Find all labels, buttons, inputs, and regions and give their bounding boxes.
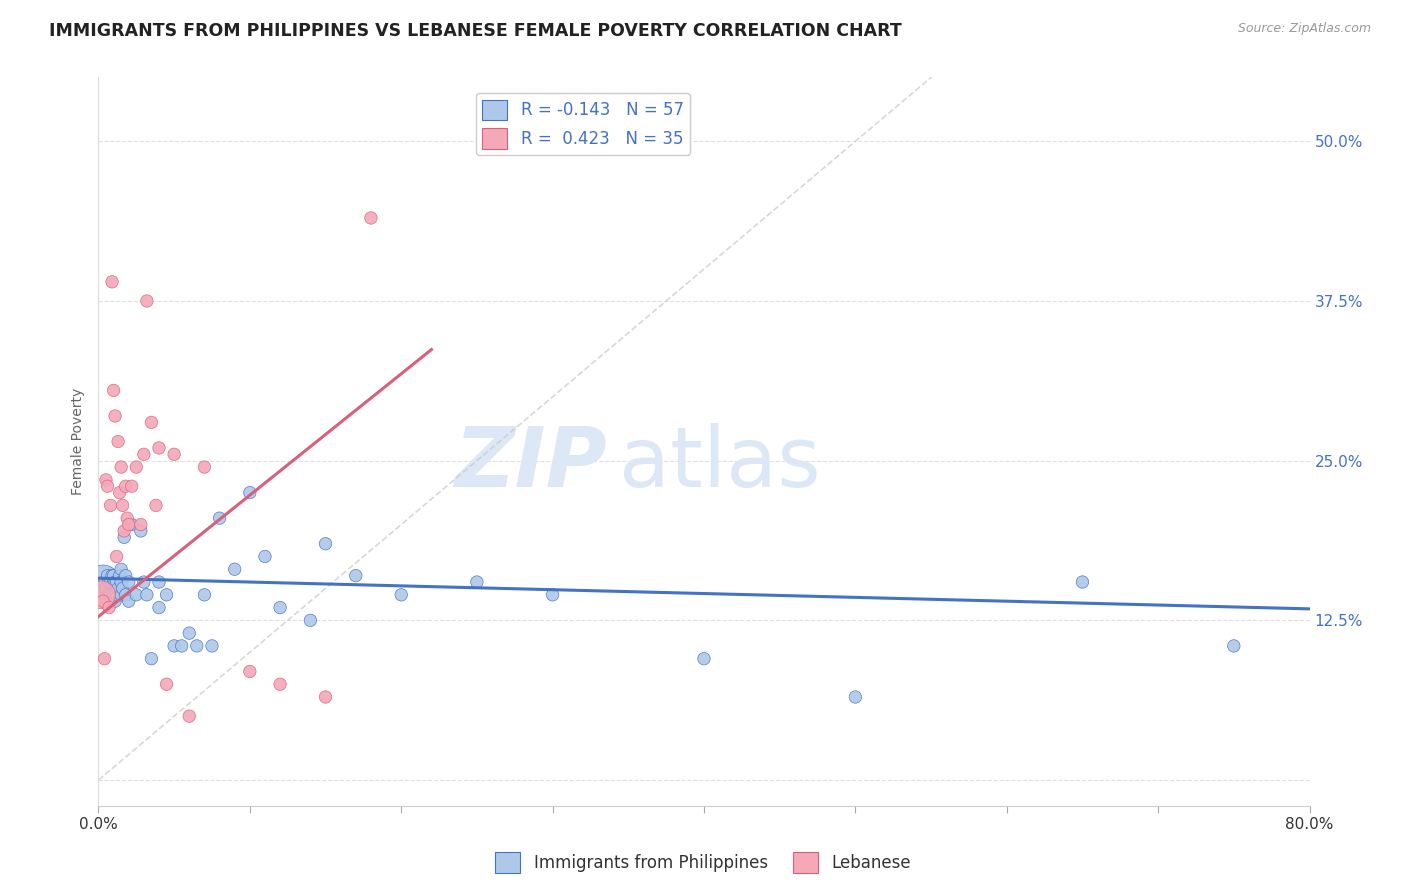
- Point: [299, 613, 322, 627]
- Point: [118, 575, 141, 590]
- Point: [163, 639, 186, 653]
- Point: [100, 588, 122, 602]
- Point: [93, 575, 115, 590]
- Point: [132, 575, 155, 590]
- Point: [110, 460, 132, 475]
- Point: [103, 575, 125, 590]
- Point: [125, 588, 148, 602]
- Point: [315, 690, 337, 704]
- Point: [201, 639, 224, 653]
- Point: [465, 575, 488, 590]
- Point: [135, 588, 157, 602]
- Point: [179, 709, 201, 723]
- Point: [118, 594, 141, 608]
- Point: [114, 568, 136, 582]
- Point: [125, 460, 148, 475]
- Point: [148, 600, 170, 615]
- Point: [132, 447, 155, 461]
- Point: [148, 575, 170, 590]
- Y-axis label: Female Poverty: Female Poverty: [72, 388, 86, 495]
- Point: [103, 384, 125, 398]
- Point: [105, 588, 128, 602]
- Point: [1223, 639, 1246, 653]
- Point: [112, 524, 135, 538]
- Point: [98, 600, 121, 615]
- Point: [104, 594, 127, 608]
- Text: atlas: atlas: [619, 423, 821, 504]
- Point: [111, 499, 134, 513]
- Point: [148, 441, 170, 455]
- Point: [107, 434, 129, 449]
- Point: [269, 600, 291, 615]
- Point: [145, 499, 167, 513]
- Point: [115, 511, 138, 525]
- Point: [239, 485, 262, 500]
- Point: [96, 568, 118, 582]
- Point: [239, 665, 262, 679]
- Point: [90, 588, 112, 602]
- Point: [129, 524, 152, 538]
- Point: [110, 588, 132, 602]
- Point: [269, 677, 291, 691]
- Point: [129, 517, 152, 532]
- Point: [94, 473, 117, 487]
- Point: [108, 568, 131, 582]
- Point: [114, 479, 136, 493]
- Point: [315, 537, 337, 551]
- Point: [107, 582, 129, 596]
- Point: [155, 588, 177, 602]
- Point: [389, 588, 412, 602]
- Legend: Immigrants from Philippines, Lebanese: Immigrants from Philippines, Lebanese: [489, 846, 917, 880]
- Point: [104, 409, 127, 423]
- Point: [179, 626, 201, 640]
- Point: [100, 575, 122, 590]
- Point: [98, 575, 121, 590]
- Point: [253, 549, 276, 564]
- Text: IMMIGRANTS FROM PHILIPPINES VS LEBANESE FEMALE POVERTY CORRELATION CHART: IMMIGRANTS FROM PHILIPPINES VS LEBANESE …: [49, 22, 903, 40]
- Legend: R = -0.143   N = 57, R =  0.423   N = 35: R = -0.143 N = 57, R = 0.423 N = 35: [475, 93, 690, 155]
- Point: [104, 575, 127, 590]
- Point: [118, 517, 141, 532]
- Point: [141, 415, 163, 429]
- Point: [112, 530, 135, 544]
- Point: [100, 499, 122, 513]
- Point: [108, 485, 131, 500]
- Point: [101, 275, 124, 289]
- Point: [105, 549, 128, 564]
- Point: [163, 447, 186, 461]
- Point: [110, 575, 132, 590]
- Point: [121, 517, 143, 532]
- Point: [360, 211, 382, 225]
- Point: [155, 677, 177, 691]
- Point: [541, 588, 564, 602]
- Point: [135, 293, 157, 308]
- Point: [91, 575, 114, 590]
- Text: ZIP: ZIP: [454, 423, 607, 504]
- Point: [114, 588, 136, 602]
- Point: [693, 651, 716, 665]
- Point: [105, 575, 128, 590]
- Point: [1071, 575, 1094, 590]
- Point: [101, 568, 124, 582]
- Point: [186, 639, 208, 653]
- Point: [208, 511, 231, 525]
- Point: [103, 568, 125, 582]
- Point: [193, 588, 215, 602]
- Point: [91, 594, 114, 608]
- Point: [193, 460, 215, 475]
- Point: [98, 588, 121, 602]
- Point: [110, 562, 132, 576]
- Point: [103, 588, 125, 602]
- Point: [170, 639, 193, 653]
- Point: [93, 651, 115, 665]
- Point: [96, 479, 118, 493]
- Point: [224, 562, 246, 576]
- Point: [94, 582, 117, 596]
- Point: [844, 690, 866, 704]
- Point: [111, 582, 134, 596]
- Point: [121, 479, 143, 493]
- Point: [344, 568, 367, 582]
- Point: [141, 651, 163, 665]
- Text: Source: ZipAtlas.com: Source: ZipAtlas.com: [1237, 22, 1371, 36]
